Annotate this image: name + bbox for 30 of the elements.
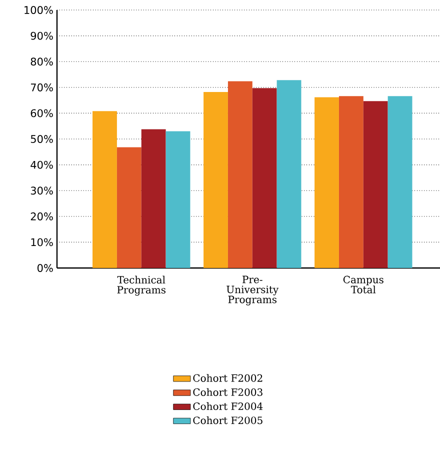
y-tick-label: 60% bbox=[30, 109, 53, 118]
bar bbox=[204, 92, 228, 268]
y-tick-label: 40% bbox=[30, 160, 53, 169]
y-tick-label: 80% bbox=[30, 58, 53, 66]
bar bbox=[388, 96, 412, 268]
bar bbox=[363, 101, 388, 268]
bar bbox=[141, 129, 166, 268]
y-tick-label: 70% bbox=[30, 83, 53, 92]
y-tick-label: 10% bbox=[31, 238, 53, 246]
x-tick-label: Technical Programs bbox=[117, 276, 166, 296]
bar bbox=[338, 96, 364, 268]
bar bbox=[166, 131, 190, 268]
bar bbox=[228, 81, 252, 268]
bar bbox=[116, 147, 142, 268]
y-tick-label: 100% bbox=[24, 6, 53, 14]
legend-label: Cohort F2004 bbox=[193, 402, 263, 410]
bar bbox=[314, 97, 339, 268]
x-tick-label: Campus Total bbox=[343, 276, 384, 294]
legend-label: Cohort F2002 bbox=[193, 374, 262, 382]
y-tick-label: 90% bbox=[30, 32, 53, 40]
bar bbox=[92, 111, 117, 268]
bar bbox=[276, 80, 302, 268]
x-tick-label: Pre-University Programs bbox=[226, 276, 279, 306]
y-tick-label: 0% bbox=[38, 264, 53, 272]
bar bbox=[252, 88, 277, 268]
y-tick-label: 20% bbox=[30, 212, 53, 220]
legend-label: Cohort F2003 bbox=[193, 388, 262, 396]
legend-label: Cohort F2005 bbox=[193, 416, 262, 424]
y-tick-label: 30% bbox=[30, 186, 53, 195]
y-tick-label: 50% bbox=[30, 135, 53, 143]
